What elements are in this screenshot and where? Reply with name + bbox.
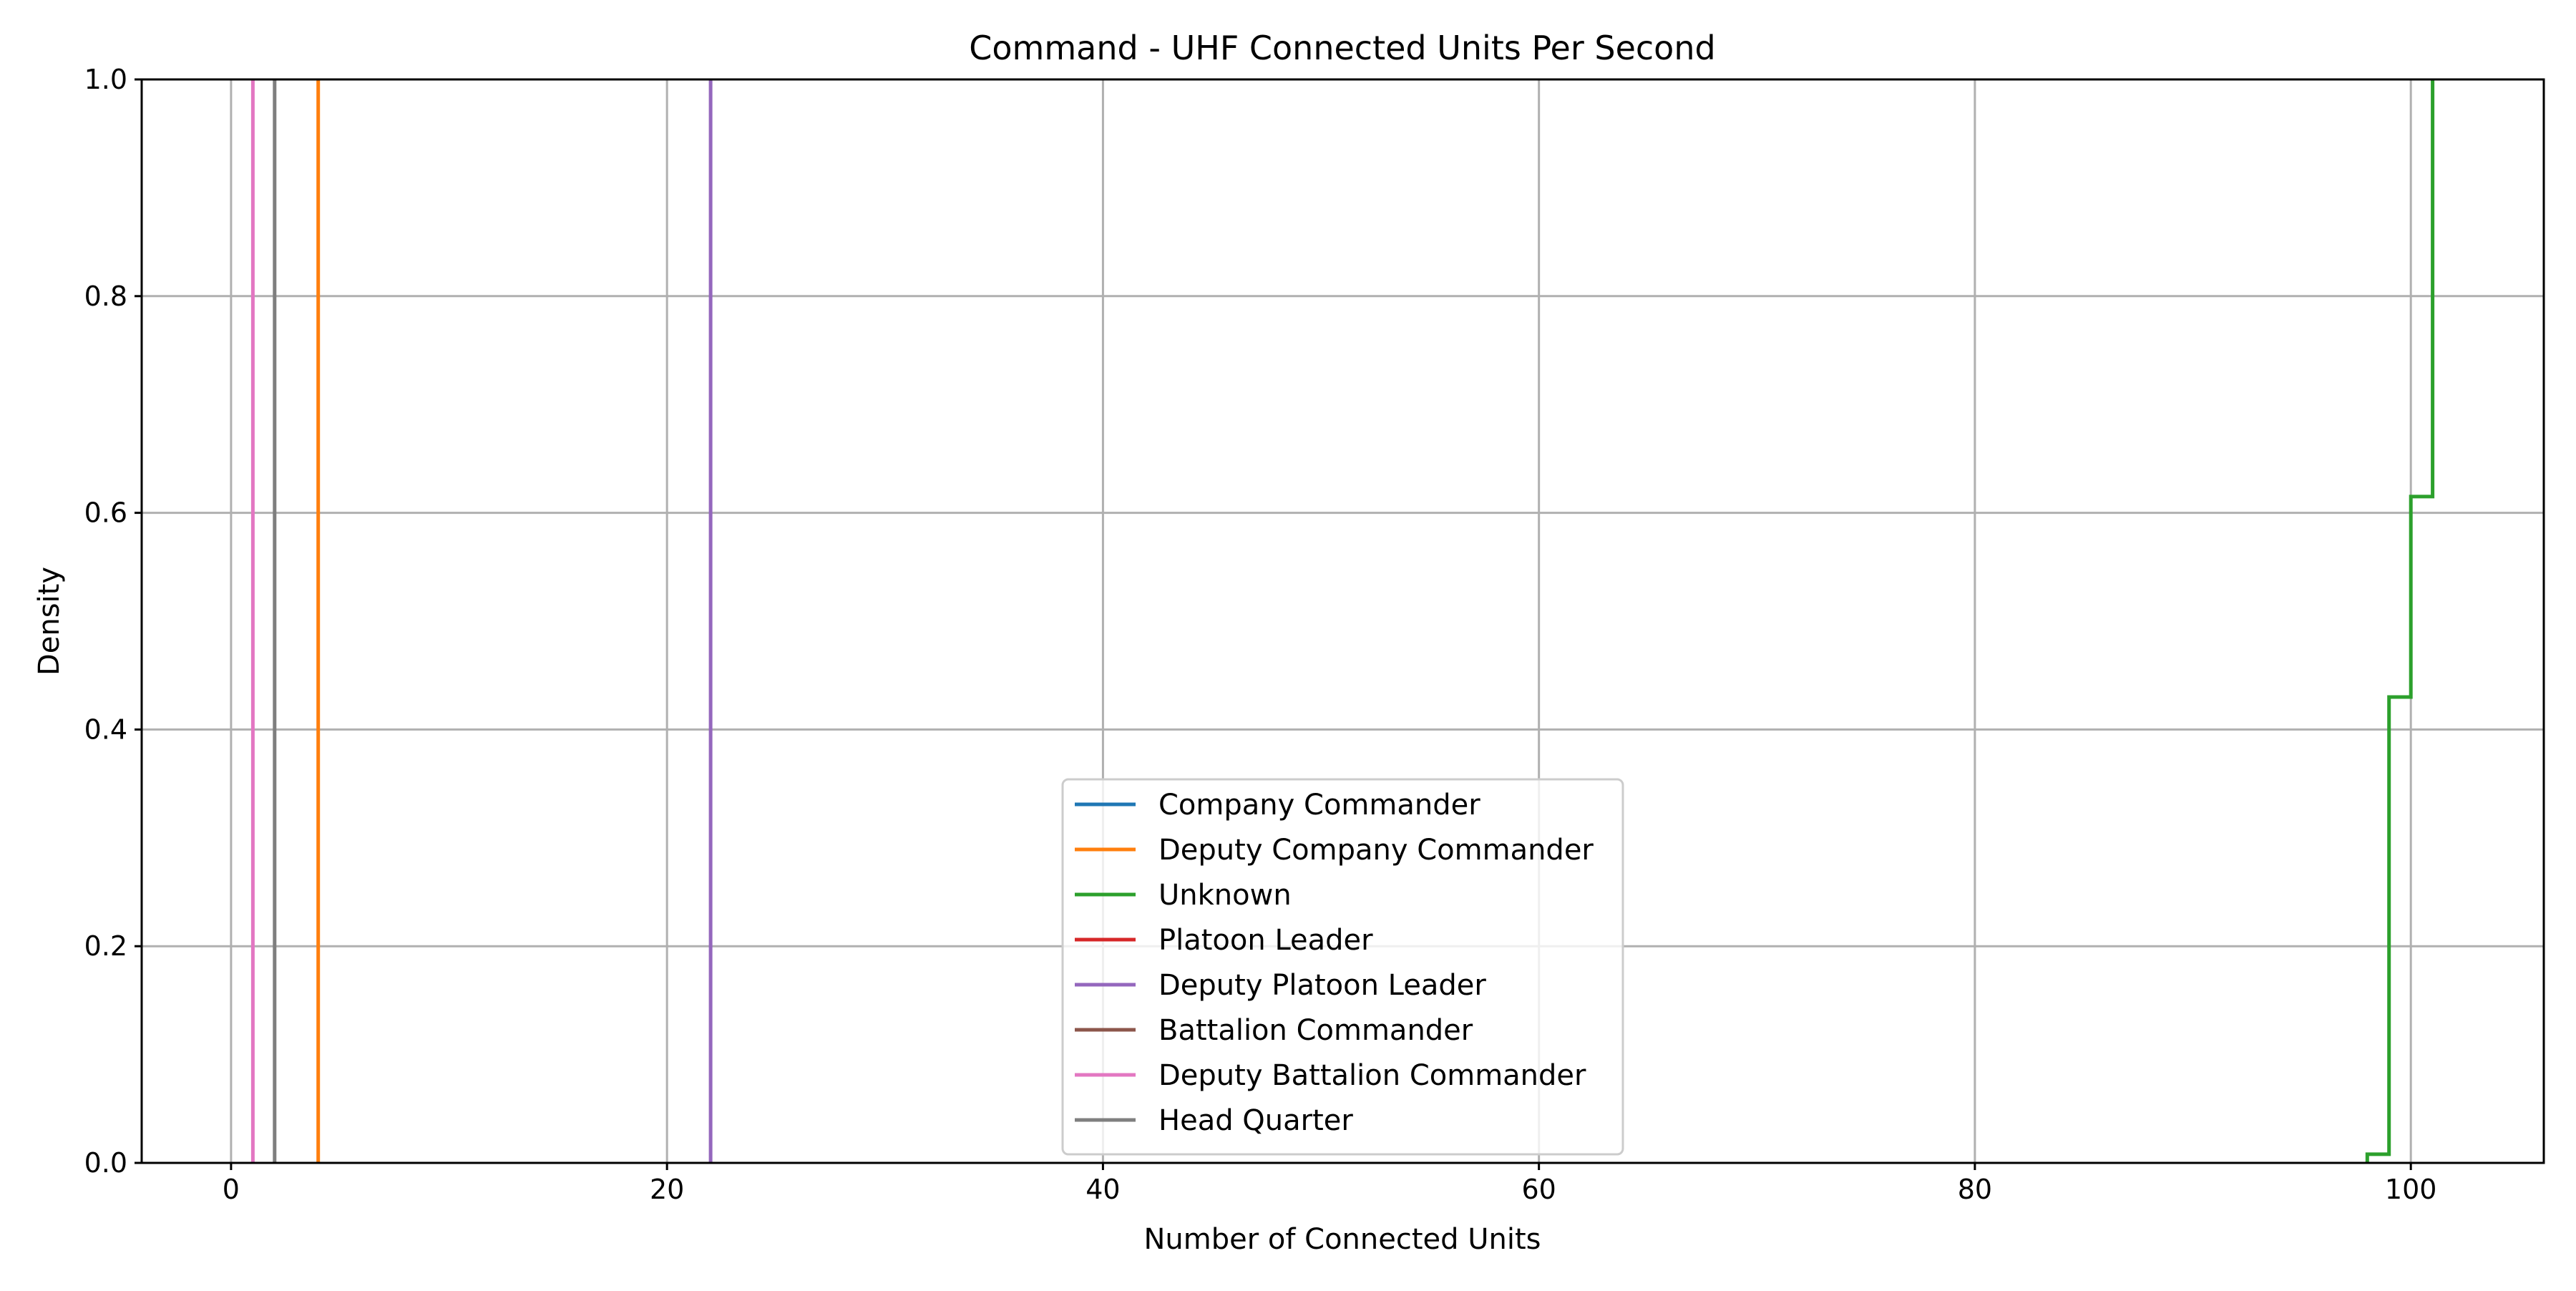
x-axis-label: Number of Connected Units xyxy=(1143,1223,1541,1256)
y-tick-label: 1.0 xyxy=(84,64,127,95)
y-tick-label: 0.2 xyxy=(84,930,127,962)
legend-label-deputy-company-commander: Deputy Company Commander xyxy=(1158,834,1594,867)
x-tick-label: 0 xyxy=(223,1174,240,1205)
tick-layer: 0 20 40 60 80 100 0.0 0.2 0.4 0.6 0.8 1.0 xyxy=(84,64,2437,1205)
series-line-unknown xyxy=(2365,79,2435,1163)
series-layer xyxy=(250,79,2435,1163)
legend-box xyxy=(1061,778,1624,1156)
legend-label-head-quarter: Head Quarter xyxy=(1158,1104,1353,1137)
x-tick-label: 60 xyxy=(1521,1174,1556,1205)
legend-label-battalion-commander: Battalion Commander xyxy=(1158,1014,1473,1047)
y-tick-label: 0.6 xyxy=(84,497,127,529)
legend-label-deputy-platoon-leader: Deputy Platoon Leader xyxy=(1158,969,1486,1002)
axes-frame xyxy=(140,78,2545,1164)
y-tick-label: 0.4 xyxy=(84,713,127,745)
y-axis-label: Density xyxy=(33,567,66,676)
y-tick-label: 0.8 xyxy=(84,281,127,312)
legend-label-deputy-battalion-commander: Deputy Battalion Commander xyxy=(1158,1059,1586,1092)
x-tick-label: 40 xyxy=(1085,1174,1120,1205)
x-tick-label: 20 xyxy=(650,1174,684,1205)
chart-title: Command - UHF Connected Units Per Second xyxy=(969,29,1715,67)
x-tick-label: 80 xyxy=(1958,1174,1992,1205)
legend-label-platoon-leader: Platoon Leader xyxy=(1158,924,1373,957)
legend-label-company-commander: Company Commander xyxy=(1158,789,1480,822)
legend: Company Commander Deputy Company Commande… xyxy=(1061,778,1624,1156)
y-tick-label: 0.0 xyxy=(84,1147,127,1179)
legend-label-unknown: Unknown xyxy=(1158,879,1292,912)
x-tick-label: 100 xyxy=(2385,1174,2437,1205)
